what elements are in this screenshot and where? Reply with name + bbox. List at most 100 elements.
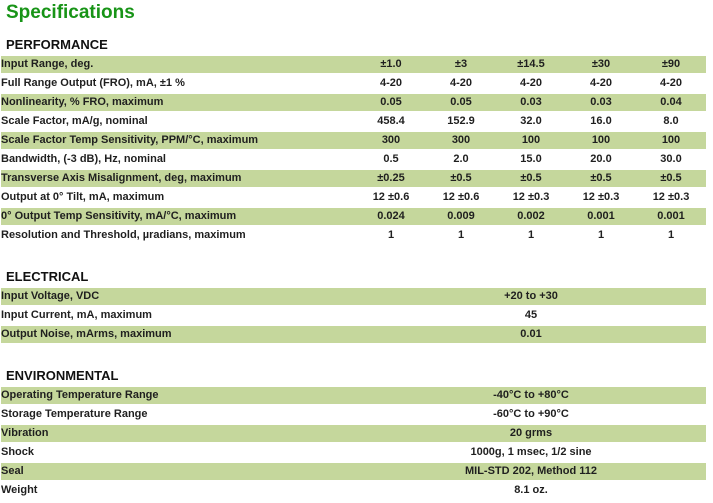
spec-row: 0° Output Temp Sensitivity, mA/°C, maxim…	[1, 207, 706, 226]
spec-value: MIL-STD 202, Method 112	[356, 462, 706, 481]
spec-row: Operating Temperature Range -40°C to +80°…	[1, 386, 706, 405]
spec-value: -40°C to +80°C	[356, 386, 706, 405]
spec-value: 12 ±0.3	[566, 188, 636, 207]
spec-value: 1	[566, 226, 636, 245]
spec-value: ±0.5	[496, 169, 566, 188]
spec-row: Resolution and Threshold, µradians, maxi…	[1, 226, 706, 245]
spec-row: Input Range, deg. ±1.0 ±3 ±14.5 ±30 ±90	[1, 55, 706, 74]
spec-row: Vibration 20 grms	[1, 424, 706, 443]
spec-value: 458.4	[356, 112, 426, 131]
spec-value: 15.0	[496, 150, 566, 169]
spec-value: 0.002	[496, 207, 566, 226]
spec-value: 12 ±0.6	[356, 188, 426, 207]
spec-value: 30.0	[636, 150, 706, 169]
spec-value: ±0.5	[426, 169, 496, 188]
spec-value: ±90	[636, 55, 706, 74]
spec-value: 1	[496, 226, 566, 245]
spec-value: 0.05	[356, 93, 426, 112]
spec-value: 45	[356, 306, 706, 325]
spec-table: Input Range, deg. ±1.0 ±3 ±14.5 ±30 ±90 Full R…	[1, 55, 706, 245]
spec-label: Nonlinearity, % FRO, maximum	[1, 93, 356, 112]
spec-row: Scale Factor Temp Sensitivity, PPM/°C, m…	[1, 131, 706, 150]
spec-value: 8.0	[636, 112, 706, 131]
spec-value: 0.5	[356, 150, 426, 169]
spec-value: 152.9	[426, 112, 496, 131]
spec-label: Scale Factor Temp Sensitivity, PPM/°C, m…	[1, 131, 356, 150]
spec-value: 0.009	[426, 207, 496, 226]
spec-label: Shock	[1, 443, 356, 462]
spec-row: Transverse Axis Misalignment, deg, maxim…	[1, 169, 706, 188]
spec-value: 20.0	[566, 150, 636, 169]
spec-label: Transverse Axis Misalignment, deg, maxim…	[1, 169, 356, 188]
spec-row: Storage Temperature Range -60°C to +90°C	[1, 405, 706, 424]
spec-label: Bandwidth, (-3 dB), Hz, nominal	[1, 150, 356, 169]
spec-value: ±0.5	[636, 169, 706, 188]
spec-row: Input Voltage, VDC +20 to +30	[1, 287, 706, 306]
spec-value: 32.0	[496, 112, 566, 131]
spec-value: ±30	[566, 55, 636, 74]
spec-value: 0.03	[566, 93, 636, 112]
spec-label: Full Range Output (FRO), mA, ±1 %	[1, 74, 356, 93]
spec-value: 4-20	[566, 74, 636, 93]
spec-value: ±3	[426, 55, 496, 74]
spec-label: Output at 0° Tilt, mA, maximum	[1, 188, 356, 207]
spec-label: Seal	[1, 462, 356, 481]
section-heading: PERFORMANCE	[6, 37, 108, 52]
spec-value: 0.001	[636, 207, 706, 226]
spec-row: Full Range Output (FRO), mA, ±1 % 4-20 4-2…	[1, 74, 706, 93]
spec-section: ELECTRICAL Input Voltage, VDC +20 to +30 In…	[0, 269, 713, 344]
spec-table: Operating Temperature Range -40°C to +80°…	[1, 386, 706, 500]
section-heading: ELECTRICAL	[6, 269, 89, 284]
spec-label: Resolution and Threshold, µradians, maxi…	[1, 226, 356, 245]
spec-row: Input Current, mA, maximum 45	[1, 306, 706, 325]
spec-value: 4-20	[426, 74, 496, 93]
spec-label: Weight	[1, 481, 356, 500]
spec-value: 0.001	[566, 207, 636, 226]
spec-row: Shock 1000g, 1 msec, 1/2 sine	[1, 443, 706, 462]
spec-label: Operating Temperature Range	[1, 386, 356, 405]
spec-value: 0.03	[496, 93, 566, 112]
spec-value: 1	[426, 226, 496, 245]
spec-section: ENVIRONMENTAL Operating Temperature Range…	[0, 368, 713, 500]
section-heading: ENVIRONMENTAL	[6, 368, 119, 383]
spec-value: 12 ±0.6	[426, 188, 496, 207]
spec-value: 16.0	[566, 112, 636, 131]
spec-value: 4-20	[356, 74, 426, 93]
spec-value: ±14.5	[496, 55, 566, 74]
spec-value: 300	[356, 131, 426, 150]
spec-value: +20 to +30	[356, 287, 706, 306]
spec-row: Bandwidth, (-3 dB), Hz, nominal 0.5 2.0 15.…	[1, 150, 706, 169]
spec-row: Weight 8.1 oz.	[1, 481, 706, 500]
spec-value: 300	[426, 131, 496, 150]
spec-label: Input Range, deg.	[1, 55, 356, 74]
spec-value: 100	[636, 131, 706, 150]
spec-value: ±0.5	[566, 169, 636, 188]
spec-value: 12 ±0.3	[496, 188, 566, 207]
page-title: Specifications	[6, 2, 135, 23]
spec-value: 4-20	[636, 74, 706, 93]
spec-value: 20 grms	[356, 424, 706, 443]
spec-value: 4-20	[496, 74, 566, 93]
spec-row: Seal MIL-STD 202, Method 112	[1, 462, 706, 481]
spec-value: 0.04	[636, 93, 706, 112]
spec-value: 1	[356, 226, 426, 245]
spec-value: 100	[496, 131, 566, 150]
spec-label: Input Voltage, VDC	[1, 287, 356, 306]
spec-value: 8.1 oz.	[356, 481, 706, 500]
spec-value: 0.05	[426, 93, 496, 112]
spec-table: Input Voltage, VDC +20 to +30 Input Curren…	[1, 287, 706, 344]
spec-value: 2.0	[426, 150, 496, 169]
spec-value: 0.01	[356, 325, 706, 344]
spec-label: Input Current, mA, maximum	[1, 306, 356, 325]
spec-label: 0° Output Temp Sensitivity, mA/°C, maxim…	[1, 207, 356, 226]
spec-value: 1000g, 1 msec, 1/2 sine	[356, 443, 706, 462]
spec-row: Scale Factor, mA/g, nominal 458.4 152.9 32.…	[1, 112, 706, 131]
spec-row: Output Noise, mArms, maximum 0.01	[1, 325, 706, 344]
spec-value: 1	[636, 226, 706, 245]
spec-label: Storage Temperature Range	[1, 405, 356, 424]
spec-value: ±1.0	[356, 55, 426, 74]
spec-value: ±0.25	[356, 169, 426, 188]
spec-row: Output at 0° Tilt, mA, maximum 12 ±0.6 12 …	[1, 188, 706, 207]
spec-value: 0.024	[356, 207, 426, 226]
